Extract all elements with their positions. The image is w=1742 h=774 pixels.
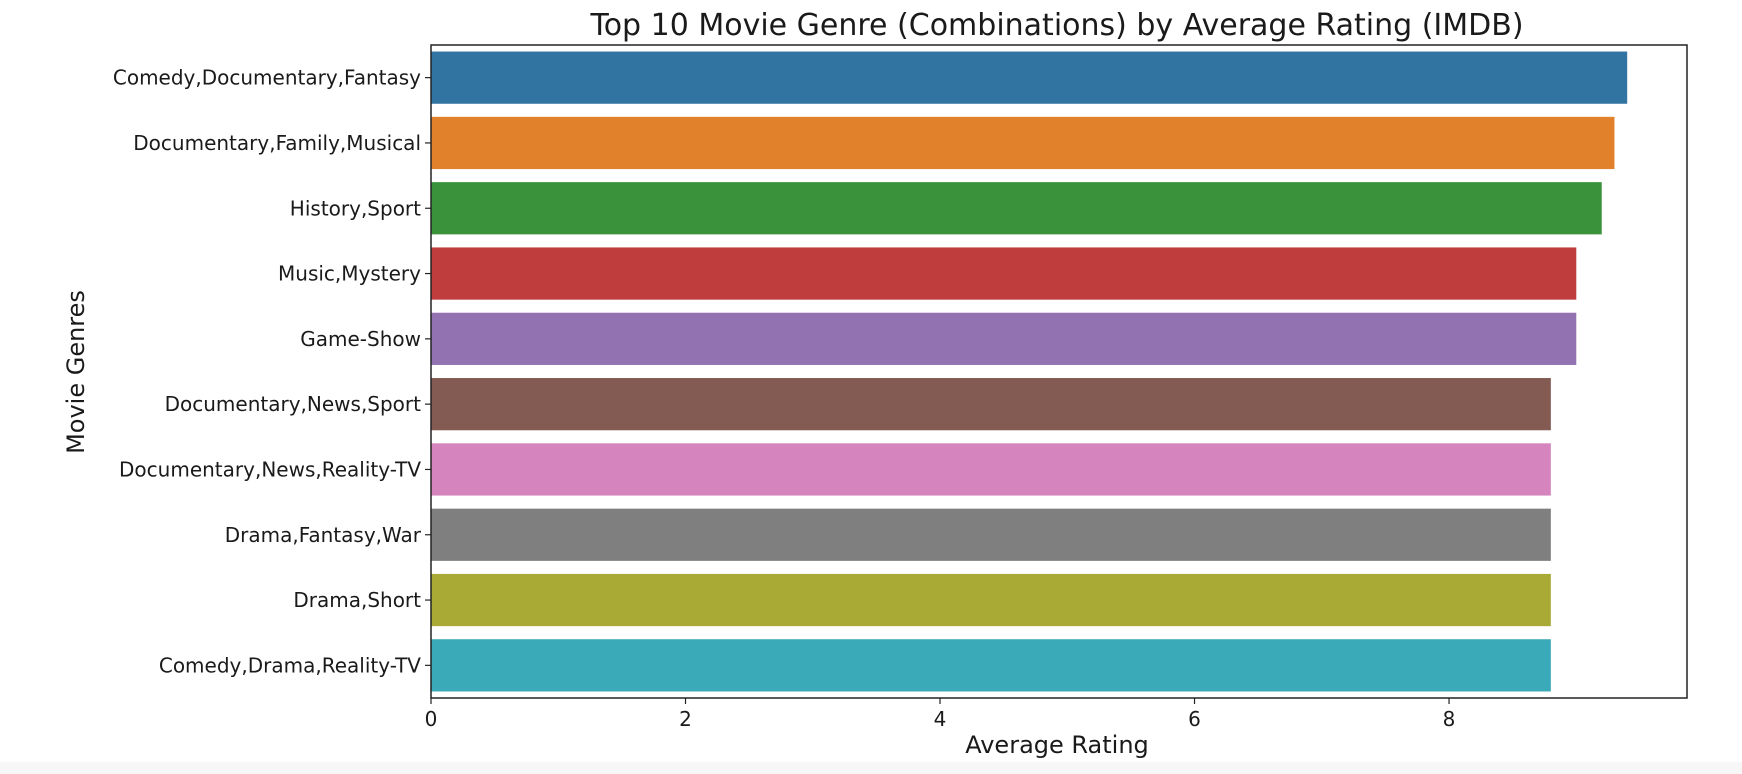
bar (431, 508, 1551, 561)
x-tick-label: 2 (679, 707, 692, 731)
bar (431, 639, 1551, 692)
y-tick-label: Game-Show (300, 327, 421, 351)
chart-title: Top 10 Movie Genre (Combinations) by Ave… (589, 8, 1523, 43)
x-tick-label: 6 (1188, 707, 1201, 731)
x-ticks-layer: 0 2 4 6 8 (425, 698, 1456, 731)
y-tick-label: Comedy,Drama,Reality-TV (159, 653, 421, 677)
bar (431, 247, 1577, 300)
y-axis-label: Movie Genres (62, 290, 90, 454)
bar (431, 51, 1628, 104)
y-tick-label: Drama,Fantasy,War (225, 523, 422, 547)
y-ticks-layer: Comedy,Documentary,Fantasy Documentary,Fa… (113, 66, 431, 677)
x-tick-label: 8 (1443, 707, 1456, 731)
plot-frame (430, 44, 1688, 699)
bar (431, 443, 1551, 496)
bar (431, 182, 1602, 235)
y-tick-label: Documentary,Family,Musical (133, 131, 421, 155)
y-tick-label: Documentary,News,Reality-TV (119, 457, 421, 481)
x-tick-label: 4 (934, 707, 947, 731)
bar (431, 116, 1615, 170)
bar (431, 573, 1551, 627)
y-tick-label: Drama,Short (293, 588, 421, 612)
bar (431, 312, 1577, 365)
bottom-strip (0, 762, 1742, 774)
y-tick-label: Music,Mystery (278, 262, 421, 286)
x-tick-label: 0 (425, 707, 438, 731)
x-axis-label: Average Rating (965, 731, 1149, 759)
y-tick-label: Documentary,News,Sport (165, 392, 422, 416)
y-tick-label: Comedy,Documentary,Fantasy (113, 66, 421, 90)
bar (431, 378, 1551, 431)
bars-layer (431, 51, 1628, 692)
y-tick-label: History,Sport (290, 196, 421, 220)
